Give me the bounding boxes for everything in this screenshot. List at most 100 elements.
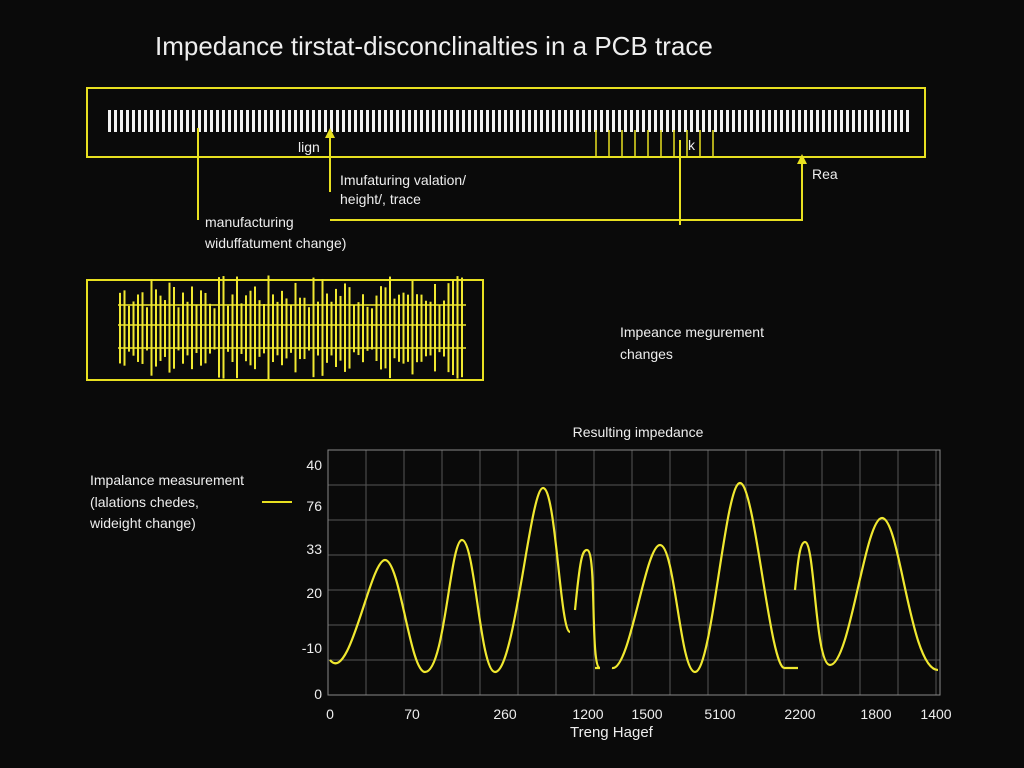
bar (174, 110, 177, 132)
x-axis-label: Treng Hagef (570, 724, 654, 741)
bar (216, 110, 219, 132)
bar (768, 110, 771, 132)
y-tick-label: -10 (302, 640, 322, 656)
bar (138, 110, 141, 132)
bar (228, 110, 231, 132)
bar (318, 110, 321, 132)
bar (900, 110, 903, 132)
bar (612, 110, 615, 132)
bar (846, 110, 849, 132)
bar (792, 110, 795, 132)
bar (636, 110, 639, 132)
bar (720, 110, 723, 132)
bar (456, 110, 459, 132)
bar (732, 110, 735, 132)
bar (276, 110, 279, 132)
bar (402, 110, 405, 132)
bar (192, 110, 195, 132)
x-tick-label: 1500 (631, 706, 662, 722)
title: Impedance tirstat-disconclinalties in a … (155, 31, 713, 61)
bar (444, 110, 447, 132)
bar (492, 110, 495, 132)
bar (780, 110, 783, 132)
bar (684, 110, 687, 132)
leader-lines (197, 128, 803, 225)
x-tick-label: 2200 (784, 706, 815, 722)
bar (168, 110, 171, 132)
bar (804, 110, 807, 132)
bar (882, 110, 885, 132)
bar (756, 110, 759, 132)
bar (606, 110, 609, 132)
bar (390, 110, 393, 132)
bar (834, 110, 837, 132)
impedance-waveform (329, 481, 939, 674)
bar (432, 110, 435, 132)
bar (180, 110, 183, 132)
bar (354, 110, 357, 132)
bar (618, 110, 621, 132)
bar (234, 110, 237, 132)
annotation: height/, trace (340, 191, 421, 207)
bar (624, 110, 627, 132)
bar (120, 110, 123, 132)
bar (378, 110, 381, 132)
bar (438, 110, 441, 132)
bar (666, 110, 669, 132)
bar (798, 110, 801, 132)
bar (222, 110, 225, 132)
bar (558, 110, 561, 132)
tick-labels: 40 76 33 20 -10 00 70 260 1200 1500 5100 2200 1800 14… (302, 457, 952, 722)
bar (486, 110, 489, 132)
bar (240, 110, 243, 132)
bar (414, 110, 417, 132)
bar (822, 110, 825, 132)
bar (894, 110, 897, 132)
x-tick-label: 70 (404, 706, 420, 722)
plot-frame (327, 449, 941, 696)
legend-text: wideight change) (89, 515, 196, 531)
x-tick-label: 1800 (860, 706, 891, 722)
bar (876, 110, 879, 132)
bar (696, 110, 699, 132)
bar (342, 110, 345, 132)
annotation: Imufaturing valation/ (340, 172, 466, 188)
bar (840, 110, 843, 132)
bar (132, 110, 135, 132)
bar (672, 110, 675, 132)
bar (852, 110, 855, 132)
bar (204, 110, 207, 132)
legend-text: Impalance measurement (90, 472, 244, 488)
bar (540, 110, 543, 132)
y-tick-label: 76 (306, 498, 322, 514)
bar (258, 110, 261, 132)
bar (660, 110, 663, 132)
bar (570, 110, 573, 132)
bar (108, 110, 111, 132)
legend-text: (lalations chedes, (90, 494, 199, 510)
top-panel (86, 87, 926, 158)
bar (828, 110, 831, 132)
middle-panel (86, 275, 484, 381)
bar (312, 110, 315, 132)
bar (600, 110, 603, 132)
x-tick-label: 260 (493, 706, 517, 722)
bar (252, 110, 255, 132)
y-tick-label: 33 (306, 541, 322, 557)
bar (678, 110, 681, 132)
bar (528, 110, 531, 132)
bar (330, 110, 333, 132)
bar (474, 110, 477, 132)
bar (870, 110, 873, 132)
bar (480, 110, 483, 132)
bar (648, 110, 651, 132)
bar (144, 110, 147, 132)
bar (510, 110, 513, 132)
bar (396, 110, 399, 132)
bar (522, 110, 525, 132)
bar (714, 110, 717, 132)
bar (810, 110, 813, 132)
bar (864, 110, 867, 132)
